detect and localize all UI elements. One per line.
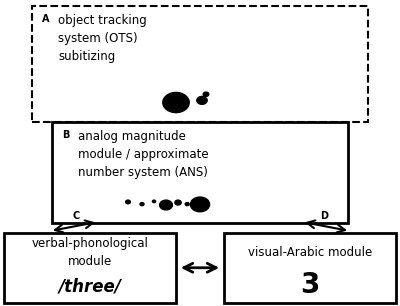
Text: B: B [62,130,69,140]
Text: object tracking
system (OTS)
subitizing: object tracking system (OTS) subitizing [58,14,147,63]
Circle shape [203,92,209,96]
FancyBboxPatch shape [224,233,396,303]
Text: D: D [320,211,328,221]
Circle shape [126,200,130,204]
Text: verbal-phonological
module: verbal-phonological module [32,237,148,268]
Circle shape [185,203,189,206]
Text: /three/: /three/ [58,277,122,295]
Circle shape [190,197,210,212]
Circle shape [140,203,144,206]
Text: 3: 3 [300,271,320,299]
FancyBboxPatch shape [52,122,348,223]
FancyBboxPatch shape [4,233,176,303]
Text: analog magnitude
module / approximate
number system (ANS): analog magnitude module / approximate nu… [78,130,209,179]
Circle shape [197,96,207,104]
FancyBboxPatch shape [32,6,368,122]
Circle shape [160,200,172,210]
Text: visual-Arabic module: visual-Arabic module [248,246,372,259]
Circle shape [175,200,181,205]
Text: A: A [42,14,50,24]
Text: C: C [72,211,80,221]
Circle shape [152,200,156,203]
Circle shape [163,92,189,113]
